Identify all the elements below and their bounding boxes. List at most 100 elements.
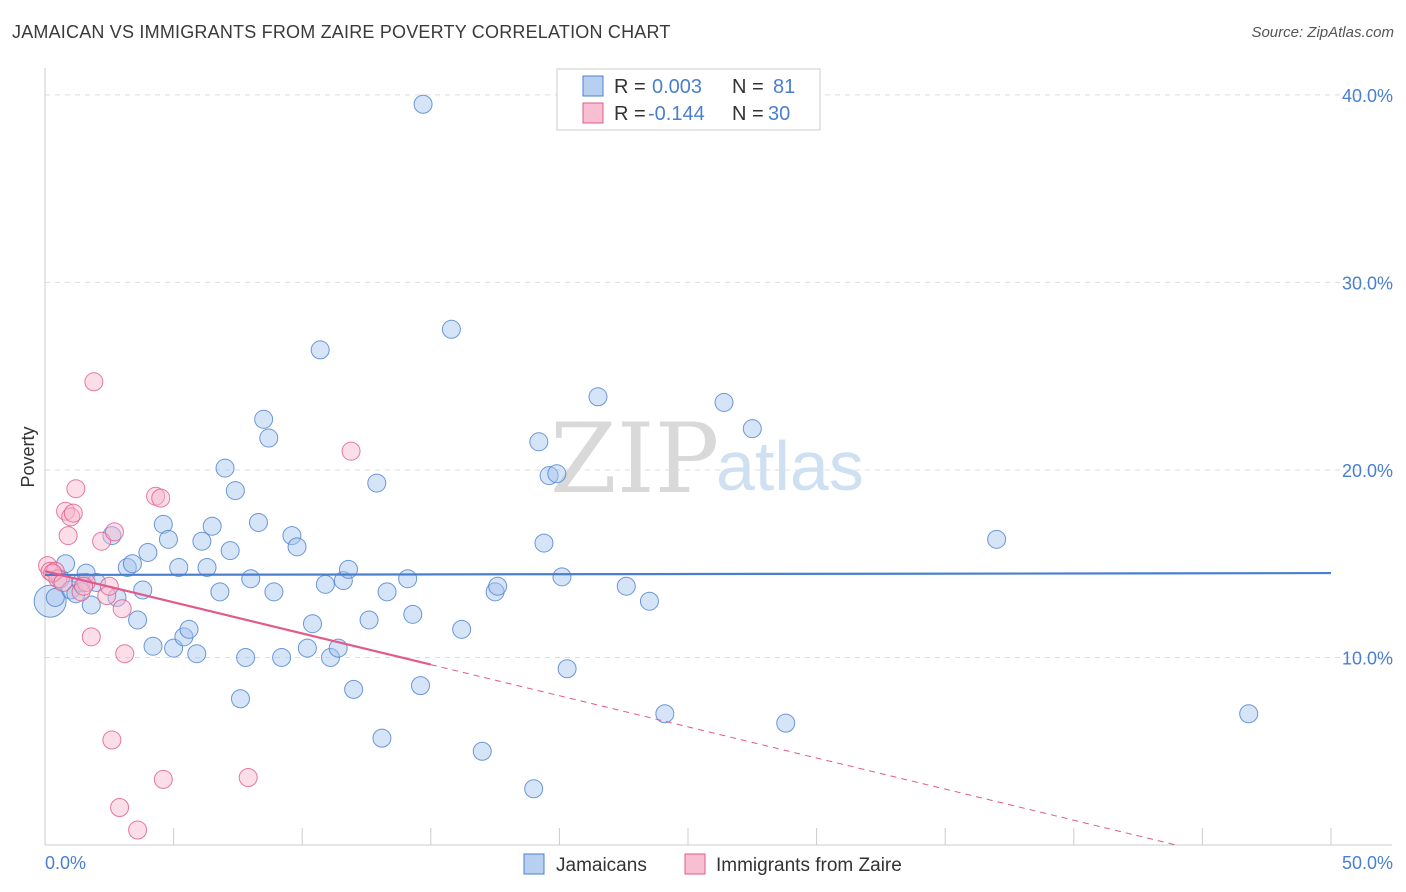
- zaire-point-23: [153, 769, 173, 789]
- jamaican-point-44: [310, 340, 330, 360]
- jamaican-point-30: [220, 541, 240, 561]
- bottom-legend-jamaicans: Jamaicans: [556, 855, 647, 876]
- watermark-atlas: atlas: [716, 427, 864, 505]
- zaire-point-16: [104, 522, 124, 542]
- jamaican-point-66: [534, 533, 554, 553]
- jamaican-point-8: [81, 595, 101, 615]
- bottom-legend-swatch-jamaicans: [523, 853, 545, 875]
- jamaican-point-63: [488, 576, 508, 596]
- jamaican-point-70: [557, 659, 577, 679]
- jamaican-point-38: [264, 582, 284, 602]
- jamaican-point-26: [197, 557, 217, 577]
- zaire-point-5: [58, 526, 78, 546]
- jamaican-point-60: [452, 619, 472, 639]
- trend-line-dashed-1: [430, 664, 1177, 846]
- jamaican-point-75: [714, 392, 734, 412]
- jamaican-point-48: [333, 571, 353, 591]
- jamaican-point-0: [33, 584, 67, 618]
- legend-r-label-1: R =: [614, 76, 646, 98]
- jamaican-point-61: [472, 741, 492, 761]
- bottom-legend: Jamaicans Immigrants from Zaire: [523, 853, 902, 876]
- legend-n-label-2: N =: [732, 103, 764, 125]
- trend-line-1: [44, 570, 432, 666]
- jamaican-point-18: [153, 514, 173, 534]
- jamaican-point-27: [202, 516, 222, 536]
- jamaican-point-77: [776, 713, 796, 733]
- jamaican-point-40: [282, 526, 302, 546]
- jamaican-point-64: [524, 779, 544, 799]
- jamaican-point-35: [248, 512, 268, 532]
- jamaican-point-25: [192, 531, 212, 551]
- jamaican-point-65: [529, 432, 549, 452]
- jamaican-point-10: [102, 526, 122, 546]
- jamaican-point-32: [230, 689, 250, 709]
- zaire-point-24: [238, 767, 258, 787]
- jamaican-point-45: [315, 574, 335, 594]
- jamaican-point-69: [552, 567, 572, 587]
- jamaican-point-49: [338, 559, 358, 579]
- jamaican-point-59: [441, 319, 461, 339]
- zaire-point-20: [128, 820, 148, 840]
- source-label: Source: ZipAtlas.com: [1251, 24, 1394, 41]
- jamaican-point-51: [359, 610, 379, 630]
- zaire-point-13: [92, 531, 112, 551]
- legend-swatch-zaire: [582, 102, 604, 124]
- jamaican-point-37: [259, 428, 279, 448]
- watermark-zip: ZIP: [550, 403, 719, 515]
- jamaican-point-58: [413, 94, 433, 114]
- zaire-point-11: [81, 627, 101, 647]
- jamaican-point-19: [158, 529, 178, 549]
- zaire-point-18: [112, 599, 132, 619]
- zaire-point-15: [102, 730, 122, 750]
- jamaican-point-21: [169, 557, 189, 577]
- jamaican-point-34: [241, 569, 261, 589]
- gridlines: [45, 94, 1392, 658]
- jamaican-point-73: [639, 591, 659, 611]
- zaire-point-12: [84, 372, 104, 392]
- jamaican-point-39: [272, 647, 292, 667]
- zaire-point-29: [53, 572, 73, 592]
- jamaican-point-54: [377, 582, 397, 602]
- legend-r-label-2: R =: [614, 103, 646, 125]
- jamaican-point-79: [1239, 704, 1259, 724]
- trend-lines: [44, 570, 1332, 846]
- y-tick-label-1: 20.0%: [1342, 461, 1393, 481]
- jamaican-point-36: [254, 409, 274, 429]
- x-tick-label-0: 0.0%: [45, 853, 86, 873]
- jamaican-point-43: [302, 614, 322, 634]
- jamaican-point-52: [367, 473, 387, 493]
- jamaican-point-42: [297, 638, 317, 658]
- y-tick-label-0: 10.0%: [1342, 648, 1393, 668]
- legend-r-value-2: -0.144: [648, 103, 705, 125]
- zaire-point-19: [115, 644, 135, 664]
- jamaican-point-29: [215, 458, 235, 478]
- legend-swatch-jamaicans: [582, 75, 604, 97]
- jamaican-point-24: [187, 644, 207, 664]
- zaire-point-6: [61, 507, 81, 527]
- zaire-point-25: [341, 441, 361, 461]
- legend-r-value-1: 0.003: [652, 76, 702, 98]
- jamaican-point-16: [138, 542, 158, 562]
- trend-line-0: [44, 571, 1332, 577]
- jamaican-point-41: [287, 537, 307, 557]
- zaire-point-7: [63, 503, 83, 523]
- jamaican-point-12: [117, 557, 137, 577]
- jamaican-point-78: [987, 529, 1007, 549]
- bottom-legend-zaire: Immigrants from Zaire: [716, 855, 902, 876]
- legend-box: R = 0.003 N = 81 R = -0.144 N = 30: [556, 68, 821, 131]
- y-tick-label-3: 40.0%: [1342, 86, 1393, 106]
- jamaican-point-17: [143, 636, 163, 656]
- jamaican-point-57: [411, 676, 431, 696]
- axes: [44, 68, 1392, 846]
- legend-n-label-1: N =: [732, 76, 764, 98]
- jamaican-point-50: [344, 679, 364, 699]
- zaire-point-22: [151, 488, 171, 508]
- jamaican-point-76: [742, 419, 762, 439]
- legend-n-value-2: 30: [768, 103, 790, 125]
- jamaican-point-13: [122, 554, 142, 574]
- y-tick-label-2: 30.0%: [1342, 273, 1393, 293]
- jamaican-point-55: [398, 569, 418, 589]
- zaire-point-17: [110, 797, 130, 817]
- jamaican-point-67: [539, 466, 559, 486]
